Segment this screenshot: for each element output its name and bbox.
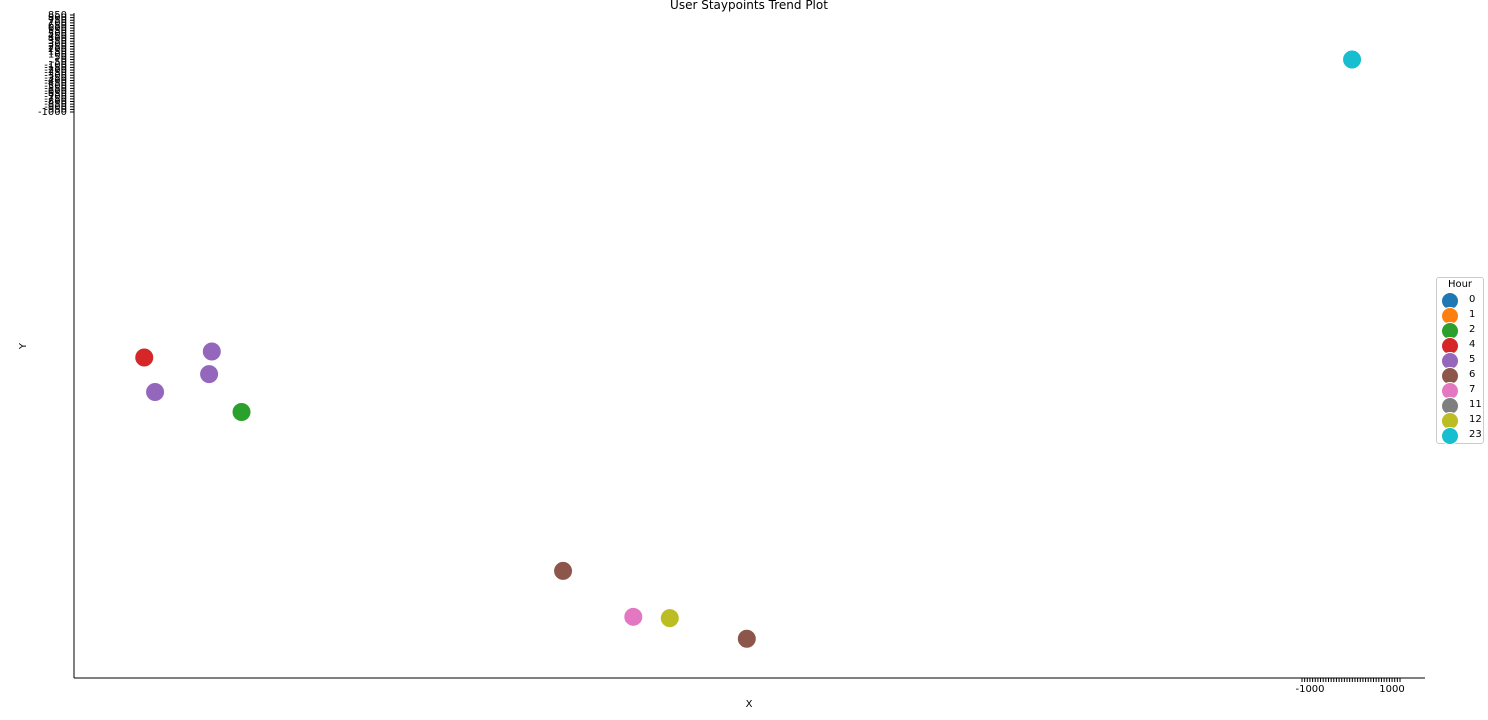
y-tick-label: -100 [44,60,67,71]
data-point-hour-23 [1342,49,1363,70]
legend-item-23: 23 [1440,427,1484,445]
legend-label: 6 [1469,369,1476,380]
chart-title: User Staypoints Trend Plot [670,0,828,12]
legend-label: 5 [1469,354,1476,365]
data-point-hour-5 [199,364,220,385]
data-point-hour-5 [201,341,222,362]
legend-label: 12 [1469,414,1482,425]
legend-item-4: 4 [1440,337,1484,355]
y-tick-label: -750 [44,94,67,105]
legend: Hour 0 1 2 4 5 6 7 11 12 23 [1436,277,1484,445]
legend-item-12: 12 [1440,412,1484,430]
y-tick-label: -850 [44,99,67,110]
y-tick-label: 800 [48,13,67,24]
y-tick-label: -450 [44,78,67,89]
y-tick-label: -400 [44,76,67,87]
y-tick-label: -700 [44,91,67,102]
legend-title: Hour [1447,279,1473,290]
y-tick-label: 700 [48,18,67,29]
y-tick-label: 400 [48,34,67,45]
y-tick-label: -600 [44,86,67,97]
data-point-hour-2 [231,402,252,422]
y-tick-label: 600 [48,23,67,34]
y-tick-label: -950 [44,104,67,115]
legend-label: 0 [1469,294,1476,305]
data-point-hour-6 [736,628,757,649]
y-tick-label: 650 [48,20,67,31]
y-tick-label: 300 [48,39,67,50]
y-tick-label: -300 [44,70,67,81]
y-tick-label: 50 [54,52,67,63]
y-axis-ticks: 8508007507006506005505004504003503002502… [38,10,74,118]
y-tick-label: -50 [51,57,67,68]
legend-item-7: 7 [1440,382,1484,400]
y-tick-label: 100 [48,49,67,60]
y-tick-label: 850 [48,10,67,21]
y-tick-label: 550 [48,26,67,37]
y-tick-label: 350 [48,36,67,47]
y-tick-label: 150 [48,47,67,58]
data-point-hour-5 [145,382,166,403]
legend-item-6: 6 [1440,367,1484,385]
y-tick-label: -650 [44,89,67,100]
y-tick-label: 0 [61,55,67,66]
y-tick-label: -1000 [38,107,67,118]
x-axis-label: X [746,699,753,710]
y-tick-label: 200 [48,44,67,55]
y-tick-label: 450 [48,31,67,42]
y-tick-label: -500 [44,81,67,92]
x-axis-ticks: -1000 1000 [1295,678,1405,695]
y-tick-label: -250 [44,68,67,79]
y-tick-label: -150 [44,62,67,73]
legend-item-0: 0 [1440,292,1484,310]
y-tick-label: 500 [48,28,67,39]
data-point-hour-7 [623,606,644,627]
x-tick-label: 1000 [1379,684,1404,695]
legend-swatch [1441,427,1459,445]
legend-label: 2 [1469,324,1476,335]
legend-label: 23 [1469,429,1482,440]
legend-item-5: 5 [1440,352,1484,370]
data-points [134,49,1363,649]
y-tick-label: -800 [44,97,67,108]
legend-item-1: 1 [1440,307,1484,325]
y-tick-label: -550 [44,83,67,94]
y-tick-label: -350 [44,73,67,84]
data-point-hour-4 [134,347,155,368]
y-tick-label: -200 [44,65,67,76]
legend-item-2: 2 [1440,322,1484,340]
legend-label: 7 [1469,384,1476,395]
legend-item-11: 11 [1440,397,1484,415]
y-tick-label: 750 [48,15,67,26]
legend-label: 4 [1469,339,1476,350]
y-axis-label: Y [18,342,29,350]
y-tick-label: -900 [44,102,67,113]
legend-label: 1 [1469,309,1476,320]
y-tick-label: 250 [48,41,67,52]
x-tick-label: -1000 [1295,684,1324,695]
data-point-hour-12 [659,608,680,629]
legend-label: 11 [1469,399,1482,410]
data-point-hour-6 [553,560,574,581]
